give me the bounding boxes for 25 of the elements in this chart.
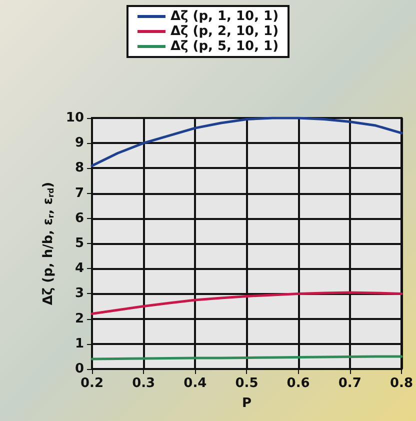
y-tick-label: 6 <box>74 210 84 226</box>
y-tick-label: 1 <box>74 336 84 352</box>
x-tick-label: 0.6 <box>286 376 310 391</box>
line-series <box>90 291 403 316</box>
y-tick-label: 10 <box>66 110 84 126</box>
x-axis-title: P <box>242 396 252 411</box>
y-tick-label: 5 <box>74 236 84 251</box>
x-tick-label: 0.5 <box>235 376 258 391</box>
y-tick-label: 8 <box>74 160 84 176</box>
x-tick-label: 0.3 <box>132 376 156 391</box>
line-series <box>90 116 403 167</box>
y-tick-label: 4 <box>74 261 84 276</box>
y-tick-label: 3 <box>74 286 84 302</box>
y-tick-label: 7 <box>74 186 84 201</box>
x-tick-label: 0.8 <box>390 376 413 391</box>
y-tick-label: 0 <box>74 362 84 376</box>
x-tick-label: 0.2 <box>80 376 104 391</box>
legend-label: Δζ (p, 5, 10, 1) <box>170 39 279 54</box>
y-tick-label: 9 <box>74 136 84 151</box>
legend-label: Δζ (p, 2, 10, 1) <box>170 24 279 39</box>
x-tick-label: 0.7 <box>338 376 362 391</box>
x-tick-label: 0.4 <box>184 376 207 391</box>
y-axis-title: Δζ (p, h/b, εr, εrd) <box>41 182 56 306</box>
y-tick-label: 2 <box>74 311 84 326</box>
legend-label: Δζ (p, 1, 10, 1) <box>170 9 279 24</box>
